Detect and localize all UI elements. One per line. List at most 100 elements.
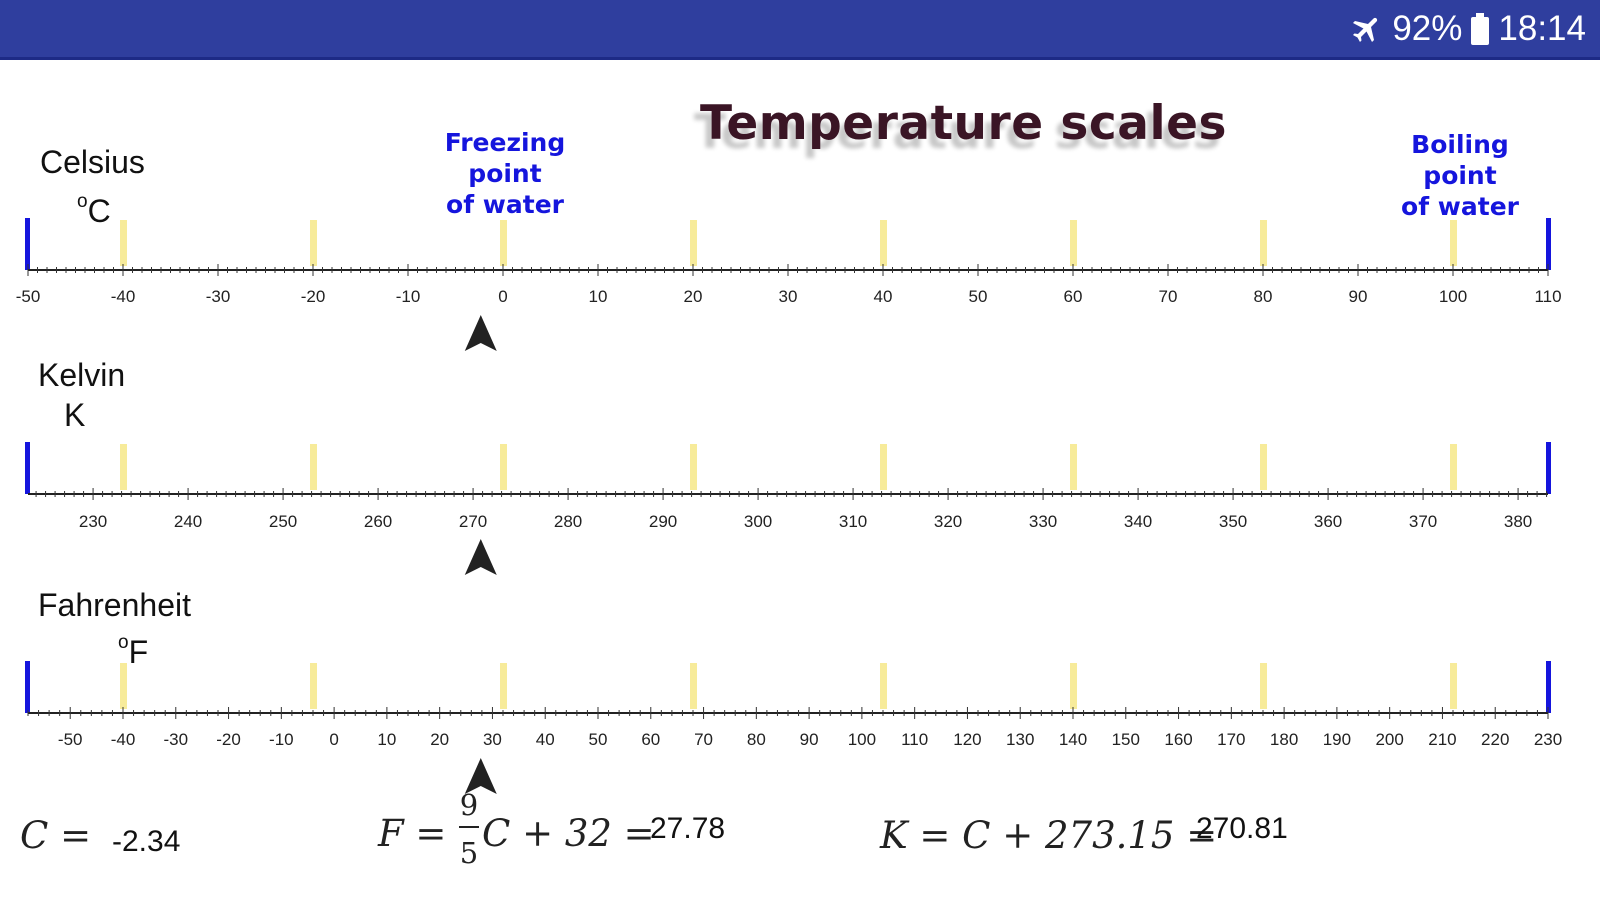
fahrenheit-tick-label: 140 [1059, 730, 1087, 749]
celsius-tick-label: -40 [111, 287, 136, 306]
fahrenheit-tick-label: -50 [58, 730, 83, 749]
celsius-tick-label: 20 [684, 287, 703, 306]
freezing-note-line-3: of water [446, 190, 564, 219]
celsius-tick-label: 30 [779, 287, 798, 306]
celsius-tick-label: -30 [206, 287, 231, 306]
celsius-tick-label: 80 [1254, 287, 1273, 306]
battery-icon [1470, 13, 1490, 45]
kelvin-tick-label: 290 [649, 512, 677, 531]
fahrenheit-label: Fahrenheit [38, 587, 191, 623]
celsius-tick-label: 50 [969, 287, 988, 306]
fahrenheit-tick-label: 40 [536, 730, 555, 749]
fraction-numerator: 9 [459, 788, 479, 822]
fahrenheit-tick-label: 100 [848, 730, 876, 749]
fahrenheit-marker--20 [310, 663, 317, 709]
fahrenheit-tick-label: 30 [483, 730, 502, 749]
fahrenheit-marker-100 [1450, 663, 1457, 709]
kelvin-tick-label: 340 [1124, 512, 1152, 531]
kelvin-marker-20 [690, 444, 697, 490]
status-icons: 92% 18:14 [1350, 7, 1586, 51]
freezing-note-line-1: Freezing [444, 128, 566, 157]
fahrenheit-formula-prefix: F = [378, 812, 447, 855]
kelvin-tick-label: 260 [364, 512, 392, 531]
fahrenheit-formula-suffix: C + 32 = [482, 812, 655, 855]
fahrenheit-tick-label: 80 [747, 730, 766, 749]
freezing-point-note: Freezing point of water [430, 127, 580, 220]
battery-percent: 92% [1392, 9, 1463, 48]
kelvin-marker-0 [500, 444, 507, 490]
fahrenheit-marker-20 [690, 663, 697, 709]
clock: 18:14 [1498, 9, 1586, 48]
celsius-tick-label: 0 [498, 287, 507, 306]
fahrenheit-tick-label: -20 [216, 730, 241, 749]
fahrenheit-tick-label: 180 [1270, 730, 1298, 749]
kelvin-tick-label: 230 [79, 512, 107, 531]
fahrenheit-tick-label: 90 [800, 730, 819, 749]
kelvin-marker--40 [120, 444, 127, 490]
kelvin-tick-label: 370 [1409, 512, 1437, 531]
celsius-unit: oC [77, 191, 111, 229]
celsius-marker--40 [120, 220, 127, 266]
fraction-bar [459, 826, 479, 828]
page-title: Temperature scales [700, 96, 1227, 151]
celsius-tick-label: 90 [1349, 287, 1368, 306]
celsius-marker-20 [690, 220, 697, 266]
kelvin-formula: K = C + 273.15 = [880, 814, 1218, 857]
celsius-end-right [1546, 218, 1551, 270]
fahrenheit-marker--40 [120, 663, 127, 709]
fahrenheit-tick-label: 60 [641, 730, 660, 749]
boiling-point-note: Boiling point of water [1385, 129, 1535, 222]
kelvin-tick-label: 280 [554, 512, 582, 531]
kelvin-marker-100 [1450, 444, 1457, 490]
kelvin-tick-label: 360 [1314, 512, 1342, 531]
kelvin-tick-label: 300 [744, 512, 772, 531]
kelvin-pointer-arrow [464, 539, 497, 575]
fahrenheit-tick-label: 190 [1323, 730, 1351, 749]
status-bar: 92% 18:14 [0, 0, 1600, 60]
kelvin-tick-label: 250 [269, 512, 297, 531]
fraction-denominator: 5 [459, 836, 479, 870]
boiling-note-line-2: point [1423, 161, 1497, 190]
fahrenheit-marker-80 [1260, 663, 1267, 709]
fahrenheit-tick-label: -10 [269, 730, 294, 749]
boiling-note-line-1: Boiling [1411, 130, 1509, 159]
fahrenheit-tick-label: 50 [589, 730, 608, 749]
celsius-tick-label: 60 [1064, 287, 1083, 306]
fahrenheit-tick-label: 210 [1428, 730, 1456, 749]
fahrenheit-marker-60 [1070, 663, 1077, 709]
celsius-marker--20 [310, 220, 317, 266]
airplane-icon [1350, 12, 1384, 46]
fahrenheit-tick-label: 10 [377, 730, 396, 749]
kelvin-marker-60 [1070, 444, 1077, 490]
fahrenheit-tick-label: 120 [953, 730, 981, 749]
kelvin-label: Kelvin [38, 357, 126, 393]
celsius-marker-80 [1260, 220, 1267, 266]
kelvin-value: 270.81 [1196, 812, 1288, 845]
fahrenheit-tick-label: 200 [1375, 730, 1403, 749]
celsius-tick-label: -10 [396, 287, 421, 306]
kelvin-tick-label: 310 [839, 512, 867, 531]
kelvin-tick-label: 350 [1219, 512, 1247, 531]
fahrenheit-value: 27.78 [650, 812, 726, 845]
kelvin-end-right [1546, 442, 1551, 494]
boiling-note-line-3: of water [1401, 192, 1519, 221]
kelvin-tick-label: 320 [934, 512, 962, 531]
kelvin-tick-label: 330 [1029, 512, 1057, 531]
fahrenheit-tick-label: 170 [1217, 730, 1245, 749]
fahrenheit-unit: oF [118, 632, 149, 670]
fahrenheit-marker-40 [880, 663, 887, 709]
kelvin-unit: K [64, 397, 86, 433]
celsius-tick-label: 100 [1439, 287, 1467, 306]
kelvin-end-left [25, 442, 30, 494]
fahrenheit-end-right [1546, 661, 1551, 713]
celsius-formula: C = [20, 814, 92, 857]
celsius-marker-0 [500, 220, 507, 266]
fahrenheit-tick-label: 70 [694, 730, 713, 749]
celsius-pointer-arrow [464, 315, 497, 351]
freezing-note-line-2: point [468, 159, 542, 188]
kelvin-marker-80 [1260, 444, 1267, 490]
celsius-tick-label: 40 [874, 287, 893, 306]
celsius-label: Celsius [40, 144, 145, 180]
celsius-tick-label: -50 [16, 287, 41, 306]
